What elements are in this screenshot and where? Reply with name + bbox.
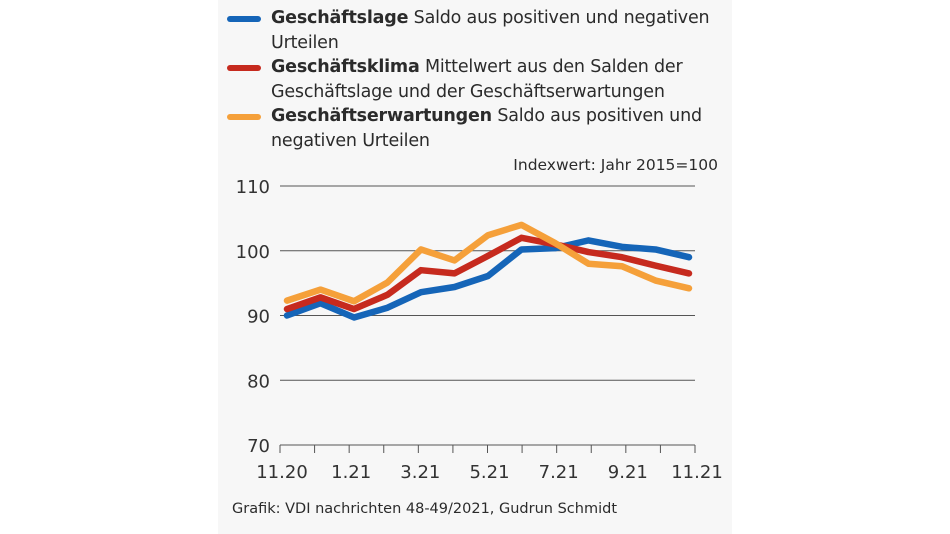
unit-note: Indexwert: Jahr 2015=100 — [513, 156, 718, 174]
x-tick-label: 9.21 — [608, 462, 648, 483]
legend-description: Mittelwert aus den Salden der Geschäftsl… — [271, 57, 683, 102]
x-tick-label: 1.21 — [331, 462, 371, 483]
x-tick-label: 3.21 — [400, 462, 440, 483]
y-axis-labels: 70 80 90 100 110 — [236, 177, 270, 457]
y-tick-label: 90 — [247, 307, 270, 328]
legend-item-geschaeftslage: Geschäftslage Saldo aus positiven und ne… — [227, 6, 727, 55]
x-tick-label: 7.21 — [539, 462, 579, 483]
y-tick-label: 100 — [236, 242, 270, 263]
legend-item-geschaeftsklima: Geschäftsklima Mittelwert aus den Salden… — [227, 55, 727, 104]
x-tick-label: 11.20 — [256, 462, 308, 483]
legend-description: Saldo aus positiven und negativen Urteil… — [271, 8, 710, 53]
x-tick-label: 5.21 — [469, 462, 509, 483]
source-credit: Grafik: VDI nachrichten 48-49/2021, Gudr… — [232, 501, 618, 517]
legend-name: Geschäftslage — [271, 8, 409, 28]
legend-swatch-blue — [227, 16, 261, 22]
legend-item-geschaeftserwartungen: Geschäftserwartungen Saldo aus positiven… — [227, 104, 727, 153]
y-tick-label: 80 — [247, 371, 270, 392]
legend: Geschäftslage Saldo aus positiven und ne… — [227, 6, 727, 153]
y-tick-label: 110 — [236, 177, 270, 198]
x-axis: 11.20 1.21 3.21 5.21 7.21 9.21 11.21 — [256, 444, 723, 483]
legend-swatch-red — [227, 65, 261, 71]
series-lines — [283, 221, 693, 321]
series-line-geschaeftslage — [283, 237, 693, 321]
y-tick-label: 70 — [247, 436, 270, 457]
legend-swatch-orange — [227, 114, 261, 120]
series-line-geschaeftserwartungen — [283, 221, 693, 305]
series-line-geschaeftsklima — [283, 234, 693, 313]
gridlines — [280, 185, 695, 381]
legend-name: Geschäftsklima — [271, 57, 420, 77]
legend-name: Geschäftserwartungen — [271, 106, 492, 126]
x-tick-label: 11.21 — [671, 462, 723, 483]
legend-description: Saldo aus positiven und negativen Urteil… — [271, 106, 702, 151]
